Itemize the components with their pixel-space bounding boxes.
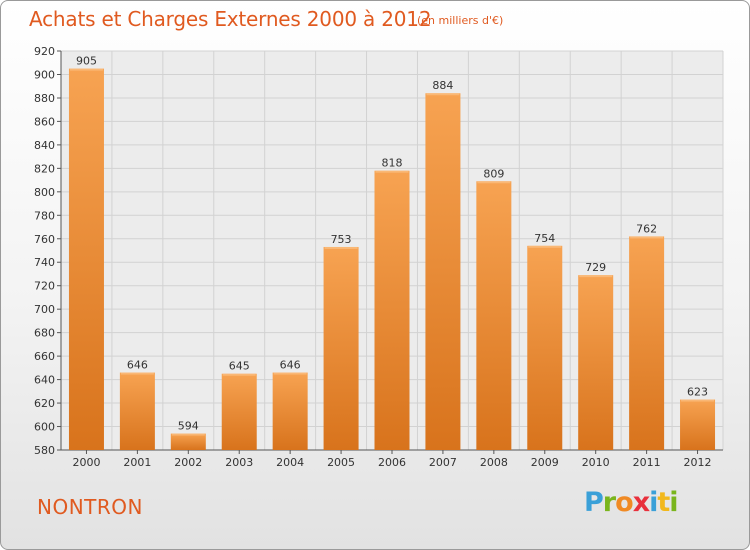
y-tick-label: 620: [34, 397, 55, 410]
bar-2004: [272, 372, 308, 450]
data-label: 646: [127, 359, 148, 372]
bar-highlight: [273, 372, 307, 375]
data-label: 646: [280, 359, 301, 372]
bar-highlight: [375, 170, 409, 173]
proxiti-logo[interactable]: Proxiti: [584, 487, 679, 518]
bar-2010: [578, 275, 614, 450]
logo-letter: o: [615, 487, 634, 518]
logo-letter: t: [657, 487, 670, 518]
y-tick-label: 800: [34, 186, 55, 199]
y-tick-label: 600: [34, 421, 55, 434]
bar-highlight: [171, 433, 205, 436]
data-label: 594: [178, 420, 199, 433]
bar-highlight: [222, 373, 256, 376]
bar-highlight: [477, 181, 511, 184]
city-name: NONTRON: [37, 495, 143, 519]
y-tick-label: 920: [34, 45, 55, 58]
x-tick-label: 2011: [633, 456, 661, 469]
data-label: 818: [382, 157, 403, 170]
bar-2003: [221, 373, 257, 450]
y-tick-label: 700: [34, 303, 55, 316]
bar-highlight: [681, 399, 715, 402]
y-tick-label: 860: [34, 115, 55, 128]
bar-highlight: [69, 68, 103, 71]
data-label: 645: [229, 360, 250, 373]
bar-highlight: [426, 93, 460, 96]
logo-letter: i: [669, 487, 678, 518]
y-tick-label: 720: [34, 280, 55, 293]
bar-highlight: [324, 246, 358, 249]
bar-2007: [425, 93, 461, 450]
logo-letter: P: [584, 487, 604, 518]
bar-2009: [527, 245, 563, 450]
x-tick-label: 2002: [174, 456, 202, 469]
bar-2011: [629, 236, 665, 450]
y-tick-label: 840: [34, 139, 55, 152]
data-label: 762: [636, 222, 657, 235]
data-label: 884: [432, 79, 453, 92]
x-tick-label: 2006: [378, 456, 406, 469]
bar-2005: [323, 246, 359, 450]
chart-unit: (en milliers d'€): [417, 14, 504, 27]
bar-highlight: [528, 245, 562, 248]
bar-highlight: [630, 236, 664, 239]
bar-2012: [680, 399, 716, 450]
data-label: 729: [585, 261, 606, 274]
x-tick-label: 2003: [225, 456, 253, 469]
data-label: 754: [534, 232, 555, 245]
y-tick-label: 640: [34, 374, 55, 387]
y-tick-label: 660: [34, 350, 55, 363]
y-tick-label: 900: [34, 68, 55, 81]
data-label: 623: [687, 386, 708, 399]
logo-letter: x: [632, 487, 650, 518]
bar-2001: [119, 372, 155, 450]
chart-title: Achats et Charges Externes 2000 à 2012: [29, 7, 432, 31]
logo-letter: r: [602, 487, 616, 518]
data-label: 809: [483, 167, 504, 180]
bar-highlight: [579, 275, 613, 278]
data-label: 905: [76, 55, 97, 68]
x-tick-label: 2009: [531, 456, 559, 469]
bar-2006: [374, 170, 410, 450]
x-tick-label: 2004: [276, 456, 304, 469]
x-tick-label: 2008: [480, 456, 508, 469]
data-label: 753: [331, 233, 352, 246]
x-tick-label: 2001: [123, 456, 151, 469]
data-labels: 905 646 594 645 646 753 818 884 809 754 729 762 623: [76, 55, 708, 433]
x-tick-label: 2005: [327, 456, 355, 469]
y-tick-label: 580: [34, 444, 55, 457]
y-tick-label: 880: [34, 92, 55, 105]
bar-highlight: [120, 372, 154, 375]
y-tick-label: 740: [34, 256, 55, 269]
x-tick-label: 2010: [582, 456, 610, 469]
x-tick-label: 2007: [429, 456, 457, 469]
logo-letter: i: [649, 487, 658, 518]
y-tick-label: 820: [34, 162, 55, 175]
x-tick-label: 2012: [684, 456, 712, 469]
bars: [68, 68, 716, 451]
y-tick-label: 780: [34, 209, 55, 222]
x-tick-label: 2000: [72, 456, 100, 469]
y-tick-label: 760: [34, 233, 55, 246]
bar-2002: [170, 433, 206, 450]
bar-2000: [68, 68, 104, 451]
y-tick-label: 680: [34, 327, 55, 340]
bar-2008: [476, 181, 512, 450]
